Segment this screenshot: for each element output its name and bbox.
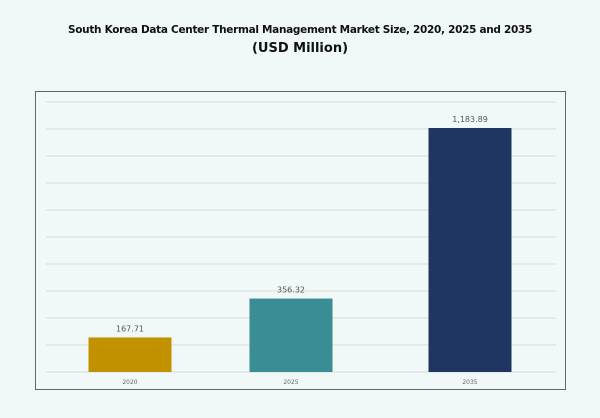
bar-2035 [428,127,512,373]
data-label-2025: 356.32 [277,286,305,295]
chart-subtitle: (USD Million) [251,41,349,56]
chart-frame [35,91,566,390]
bar-2025 [249,298,333,372]
data-label-2035: 1,183.89 [452,115,488,124]
data-label-2020: 167.71 [116,324,144,333]
x-tick-label-2025: 2025 [283,379,298,386]
chart-title: South Korea Data Center Thermal Manageme… [67,24,533,36]
x-tick-label-2035: 2035 [462,379,477,386]
x-tick-label-2020: 2020 [122,379,137,386]
bar-2020 [88,337,172,372]
